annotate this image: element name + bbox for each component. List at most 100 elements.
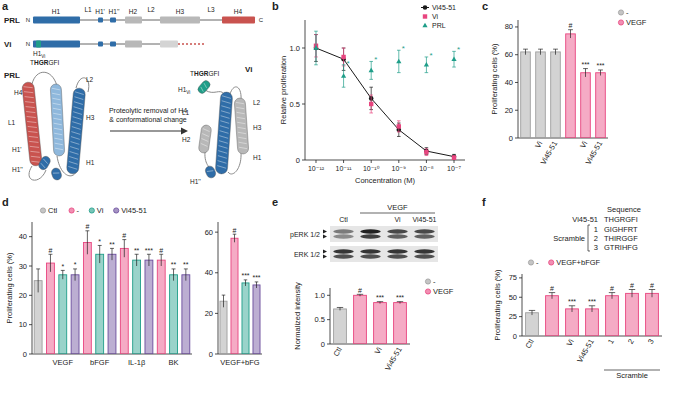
error-bar: [222, 295, 226, 307]
category-label: Vi: [578, 139, 589, 149]
helix-turn: [219, 141, 228, 144]
bar: [120, 248, 128, 354]
error-bar: [549, 293, 555, 299]
y-tick: [215, 313, 218, 314]
blot-band: [333, 234, 354, 238]
helix-turn: [27, 121, 36, 124]
y-axis: [522, 274, 523, 336]
error-bar: [369, 61, 373, 79]
x-tick: [315, 160, 316, 163]
x-tick: [398, 160, 399, 163]
helix-turn: [28, 126, 37, 129]
y-tick-label: 20: [205, 309, 213, 318]
table-header: Sequence: [607, 205, 641, 214]
significance: #: [49, 247, 53, 254]
helix-turn: [72, 122, 81, 125]
point: [452, 156, 456, 160]
significance: #: [650, 282, 654, 289]
category-label: Vi45-51: [575, 338, 596, 365]
y-tick-label: 0: [509, 134, 513, 143]
category-label: 1: [606, 338, 616, 346]
sequence: THGRGFI: [190, 70, 219, 77]
legend-label: VEGF+bFGF: [556, 258, 600, 267]
legend-marker: [425, 279, 430, 284]
point: [341, 55, 345, 59]
helix-turn: [203, 83, 208, 88]
helix-turn: [24, 91, 33, 94]
structure-label-main: H1'': [190, 178, 201, 185]
bar: [47, 263, 55, 354]
bar: [157, 260, 165, 354]
x-tick-label: 10⁻¹²: [308, 165, 325, 172]
domain-label: L2: [147, 6, 155, 13]
blot-band: [387, 249, 408, 253]
point: [397, 124, 401, 128]
y-tick-label: 80: [505, 22, 513, 31]
arrow-text: Proteolytic removal of H4: [109, 107, 187, 115]
legend-marker: [423, 14, 427, 18]
y-axis-label: Proliferating cells (%): [493, 269, 502, 340]
bar: [546, 296, 559, 336]
bar: [596, 73, 606, 138]
y-tick: [29, 324, 32, 325]
structure-label-main: H1'': [12, 166, 23, 173]
band-arrowheads: [323, 230, 327, 239]
legend-label: Vi: [97, 206, 104, 215]
error-bar: [85, 231, 89, 254]
panel-e-blot: VEGFCtlViVi45-51pERK 1/2ERK 1/2: [290, 203, 438, 262]
plot-area: [521, 30, 606, 138]
helix-turn: [26, 111, 35, 114]
y-tick: [215, 272, 218, 273]
bar: [182, 275, 190, 354]
category-label: Vi45-51: [383, 346, 404, 373]
helix-turn: [69, 161, 78, 164]
helix-turn: [52, 93, 60, 95]
helix-turn: [74, 97, 83, 100]
helix-segment: [160, 17, 200, 24]
helix-turn: [52, 98, 60, 100]
significance: *: [98, 238, 101, 245]
significance: *: [402, 44, 405, 53]
y-axis-label: Normalized intensity: [293, 282, 302, 350]
legend-marker: [89, 208, 94, 213]
bar: [536, 52, 546, 138]
line-chart: 10⁻¹²10⁻¹¹10⁻¹⁰10⁻⁹10⁻⁸10⁻⁷00.51.0Relati…: [279, 4, 465, 185]
helix-turn: [73, 107, 82, 110]
legend-label: -: [536, 258, 539, 267]
y-tick: [215, 232, 218, 233]
helix-turn: [222, 101, 231, 104]
error-bar: [397, 302, 403, 304]
y-tick-label: 60: [505, 50, 513, 59]
y-axis: [32, 222, 33, 354]
blot-band: [414, 254, 435, 258]
structure-label: L2: [86, 76, 94, 83]
helix-turn: [238, 132, 246, 135]
structure-title: Vi: [245, 65, 252, 74]
blot-strip: [330, 246, 438, 262]
structure-label: H3: [86, 114, 95, 121]
structure-label: H4: [14, 89, 23, 96]
y-tick: [327, 295, 330, 296]
bar: [71, 275, 79, 354]
blot-band: [387, 254, 408, 258]
error-bar: [598, 70, 603, 76]
structure-label-main: H1: [86, 159, 95, 166]
row-label: 3: [594, 243, 598, 252]
domain-label: H1: [52, 8, 61, 15]
category-label: Vi: [373, 345, 384, 355]
x-tick-label: 10⁻⁸: [419, 165, 433, 172]
helix-turn: [71, 137, 80, 140]
structure-label: H3: [253, 124, 262, 131]
legend-marker: [40, 208, 45, 213]
helix-turn: [54, 138, 62, 140]
helix-turn: [238, 137, 246, 140]
y-tick-label: 40: [19, 232, 27, 241]
significance: *: [74, 261, 77, 268]
structure-label-main: H4: [14, 89, 23, 96]
y-tick-label: 10: [19, 320, 27, 329]
x-tick: [343, 160, 344, 163]
bar: [145, 260, 153, 354]
bar-chart: 00.51.0Normalized intensityCtl#***Vi***V…: [293, 277, 454, 372]
y-tick-label: 0: [209, 350, 213, 359]
x-axis-label: VEGF+bFG: [220, 358, 260, 367]
